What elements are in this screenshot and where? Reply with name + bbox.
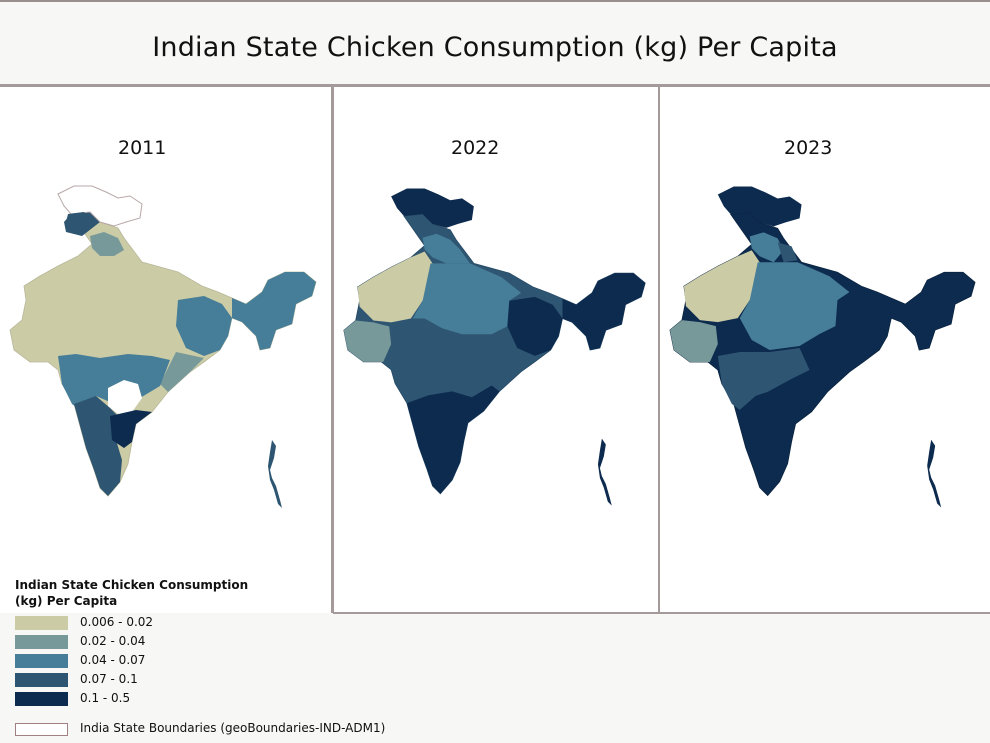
- state-region: [777, 242, 798, 263]
- state-region: [343, 320, 392, 362]
- legend-swatch: [15, 673, 68, 687]
- legend-label: 0.1 - 0.5: [80, 691, 131, 705]
- state-region: [74, 396, 122, 496]
- india-map-2023: [669, 186, 976, 508]
- state-region: [562, 273, 646, 350]
- legend-swatch: [15, 654, 68, 668]
- state-region: [406, 385, 500, 494]
- legend-label: 0.02 - 0.04: [80, 634, 146, 648]
- state-region: [176, 296, 232, 356]
- state-region: [749, 232, 784, 263]
- legend-title: Indian State Chicken Consumption (kg) Pe…: [15, 578, 249, 608]
- state-region: [669, 320, 718, 362]
- legend-swatch: [15, 635, 68, 649]
- legend-label: 0.006 - 0.02: [80, 615, 154, 629]
- boundary-swatch: [15, 723, 68, 736]
- title-divider: [0, 84, 990, 87]
- panel-bottom-rule: [333, 612, 990, 614]
- state-region: [412, 263, 522, 335]
- state-region: [160, 352, 204, 392]
- state-region: [232, 272, 316, 350]
- state-region: [90, 232, 124, 256]
- legend-swatch: [15, 616, 68, 630]
- state-region: [357, 251, 433, 323]
- year-label: 2011: [118, 137, 167, 159]
- india-map-2022: [343, 188, 646, 506]
- state-region: [683, 250, 760, 323]
- map-panel-2023: 2023: [660, 87, 990, 613]
- india-map-2011: [9, 185, 317, 508]
- legend-swatch: [15, 692, 68, 706]
- map-panel-2022: 2022: [333, 87, 660, 613]
- legend-label: 0.07 - 0.1: [80, 672, 138, 686]
- state-region: [108, 380, 142, 414]
- top-frame-line: [0, 0, 990, 2]
- boundary-label: India State Boundaries (geoBoundaries-IN…: [80, 721, 386, 735]
- year-label: 2023: [784, 137, 833, 159]
- state-region: [422, 233, 470, 264]
- state-region: [507, 296, 563, 356]
- page-title: Indian State Chicken Consumption (kg) Pe…: [152, 32, 838, 63]
- state-region: [739, 262, 850, 350]
- map-panel-2011: 2011: [0, 87, 333, 613]
- legend-label: 0.04 - 0.07: [80, 653, 146, 667]
- state-region: [66, 212, 94, 232]
- state-region: [717, 348, 810, 410]
- year-label: 2022: [451, 137, 500, 159]
- state-region: [58, 354, 170, 410]
- state-region: [110, 410, 152, 448]
